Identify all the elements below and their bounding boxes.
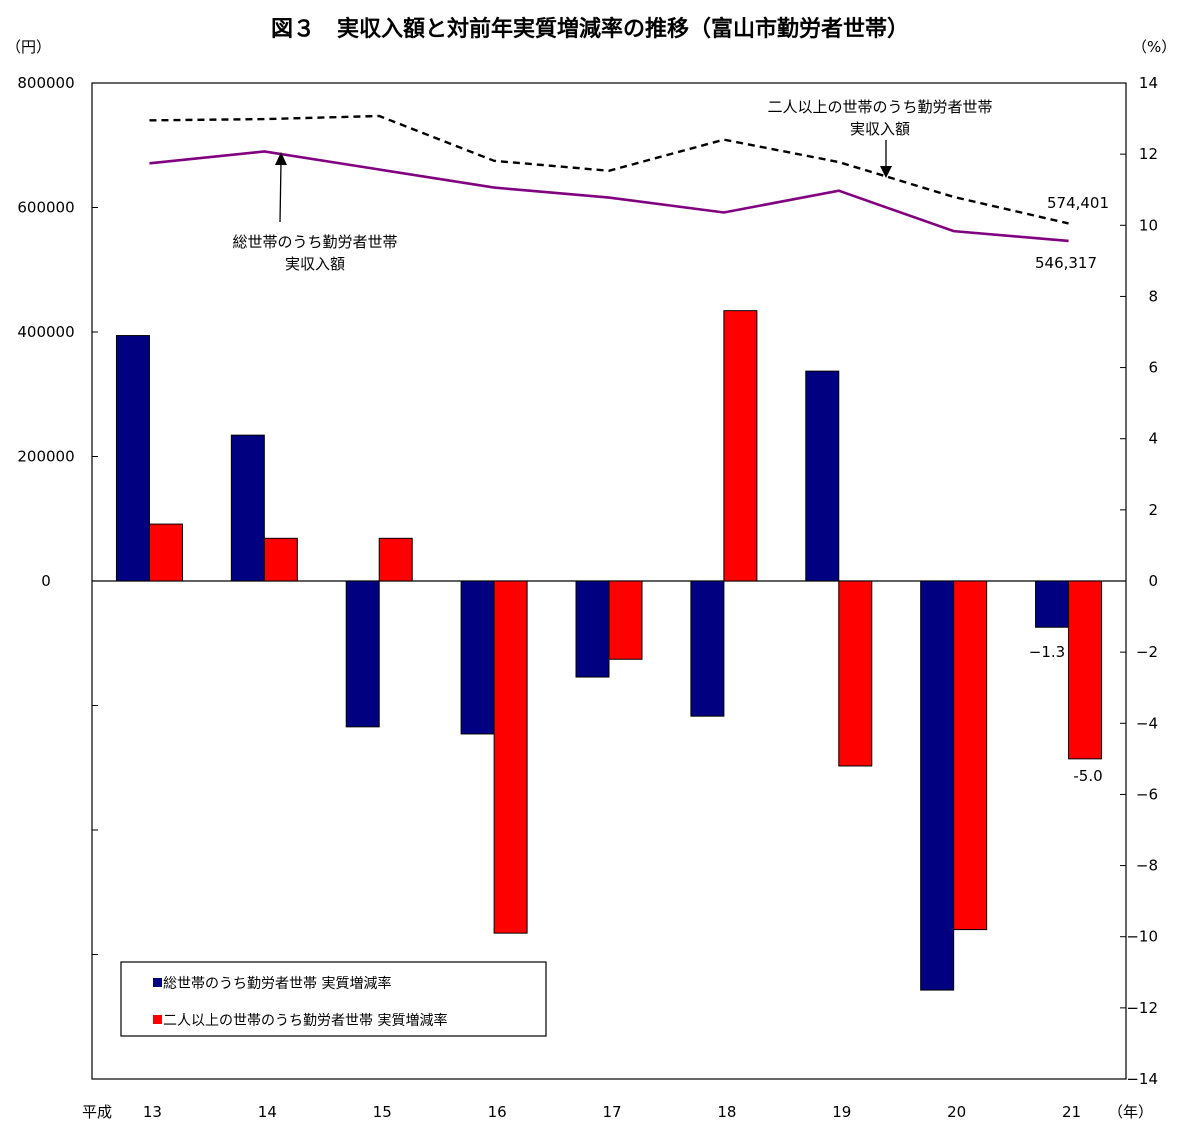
bar-red [148, 523, 183, 582]
bar-blue [230, 434, 265, 582]
dashed-line-pointer-head [880, 166, 892, 178]
y-right-tick-label: 2 [1148, 501, 1158, 519]
bar-red [838, 580, 873, 767]
x-unit: （年） [1108, 1103, 1153, 1121]
dashed-line-label-1: 二人以上の世帯のうち勤労者世帯 [767, 98, 992, 116]
y-left-tick-label: 0 [41, 572, 51, 590]
x-tick-label: 17 [602, 1103, 621, 1121]
solid-line-label-2: 実収入額 [285, 255, 345, 273]
legend-swatch-blue [153, 978, 162, 987]
y-left-tick-label: 400000 [17, 323, 74, 341]
x-prefix: 平成 [82, 1103, 112, 1121]
y-left-tick-label: 800000 [17, 74, 74, 92]
bar-red-last-label: -5.0 [1073, 767, 1102, 785]
bar-red [1068, 580, 1103, 760]
dashed-line-label-2: 実収入額 [850, 120, 910, 138]
x-axis: 平成 （年） 13 14 15 16 17 18 19 20 21 [82, 1103, 1153, 1121]
y-right-tick-label: 4 [1148, 430, 1158, 448]
y-right-axis: 14 12 10 8 6 4 2 0 −2 −4 −6 −8 −10 −12 −14 [1120, 74, 1158, 1088]
line-series-group [149, 114, 1069, 243]
legend-box [120, 961, 547, 1037]
legend-swatch-red [153, 1015, 162, 1024]
y-right-tick-label: −12 [1126, 999, 1158, 1017]
bar-red [953, 580, 988, 931]
bar-blue [460, 580, 495, 735]
dashed-end-value: 574,401 [1047, 194, 1109, 212]
y-left-tick-label: 200000 [17, 448, 74, 466]
legend-label-blue: 総世帯のうち勤労者世帯 実質増減率 [163, 975, 391, 992]
bar-red [378, 537, 413, 582]
y-right-tick-label: 0 [1148, 572, 1158, 590]
bar-red [608, 580, 643, 660]
solid-line-pointer-head [275, 152, 287, 165]
y-right-tick-label: −2 [1136, 643, 1158, 661]
y-right-tick-label: 8 [1148, 287, 1158, 305]
bar-blue [575, 580, 610, 678]
y-right-tick-label: 10 [1139, 216, 1158, 234]
y-left-axis: 800000 600000 400000 200000 0 [17, 74, 98, 1080]
x-tick-label: 20 [947, 1103, 966, 1121]
x-tick-label: 15 [373, 1103, 392, 1121]
x-tick-label: 16 [488, 1103, 507, 1121]
x-tick-label: 19 [832, 1103, 851, 1121]
bar-red [263, 537, 298, 582]
bar-blue-last-label: −1.3 [1029, 643, 1065, 661]
y-right-tick-label: −8 [1136, 857, 1158, 875]
x-tick-label: 21 [1062, 1103, 1081, 1121]
bar-blue [920, 580, 955, 991]
solid-line-pointer [279, 161, 282, 223]
y-right-tick-label: 12 [1139, 145, 1158, 163]
bar-red [723, 310, 758, 582]
solid-line-label-1: 総世帯のうち勤労者世帯 [232, 233, 397, 251]
bar-blue [115, 335, 150, 582]
legend: 総世帯のうち勤労者世帯 実質増減率 二人以上の世帯のうち勤労者世帯 実質増減率 [120, 961, 547, 1037]
y-right-unit: （%） [1132, 38, 1176, 56]
y-right-tick-label: −14 [1126, 1070, 1158, 1088]
y-right-tick-label: 6 [1148, 359, 1158, 377]
x-tick-label: 18 [717, 1103, 736, 1121]
line-dashed-series [149, 114, 1069, 225]
y-right-tick-label: −6 [1136, 785, 1158, 803]
legend-label-red: 二人以上の世帯のうち勤労者世帯 実質増減率 [163, 1012, 447, 1029]
bar-blue [1035, 580, 1070, 628]
bar-red [493, 580, 528, 934]
chart-title: 図３ 実収入額と対前年実質増減率の推移（富山市勤労者世帯） [271, 16, 909, 42]
y-right-tick-label: −4 [1136, 714, 1158, 732]
y-right-tick-label: 14 [1139, 74, 1158, 92]
y-left-tick-label: 600000 [17, 199, 74, 217]
bar-series-group [115, 310, 1103, 991]
bar-blue [805, 370, 840, 582]
x-tick-label: 13 [143, 1103, 162, 1121]
y-left-unit: （円） [6, 38, 51, 56]
line-solid-series [149, 150, 1069, 243]
bar-blue [690, 580, 725, 717]
y-right-tick-label: −10 [1126, 928, 1158, 946]
x-tick-label: 14 [258, 1103, 277, 1121]
solid-end-value: 546,317 [1035, 254, 1097, 272]
bar-blue [345, 580, 380, 728]
